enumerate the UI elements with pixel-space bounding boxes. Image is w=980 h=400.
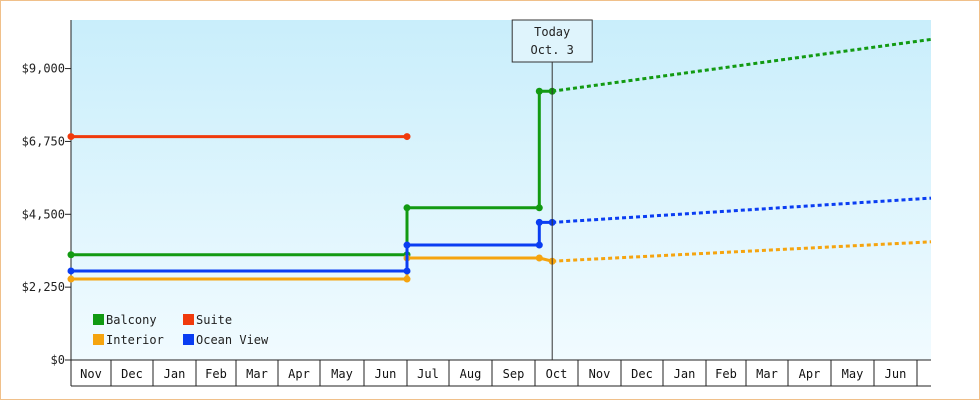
legend-swatch-suite xyxy=(183,314,194,325)
interior-forecast-line xyxy=(552,240,932,263)
balcony-point xyxy=(67,251,75,259)
balcony-point xyxy=(403,204,411,212)
ocean-view-point xyxy=(403,267,411,275)
today-date: Oct. 3 xyxy=(531,43,574,57)
month-label: Jun xyxy=(375,367,397,381)
month-label: Apr xyxy=(799,367,821,381)
month-label: Apr xyxy=(288,367,310,381)
y-tick-label: $9,000 xyxy=(22,62,65,76)
y-tick-label: $0 xyxy=(51,353,65,367)
month-label: Jun xyxy=(885,367,907,381)
interior-point xyxy=(535,254,543,262)
month-label: Feb xyxy=(205,367,227,381)
legend-swatch-interior xyxy=(93,334,104,345)
ocean-view-point xyxy=(67,267,75,275)
month-label: Aug xyxy=(460,367,482,381)
month-label: May xyxy=(842,367,864,381)
month-label: Jul xyxy=(417,367,439,381)
month-label: Jan xyxy=(164,367,186,381)
month-label: Oct xyxy=(546,367,568,381)
month-label: Dec xyxy=(631,367,653,381)
month-label: Nov xyxy=(80,367,102,381)
month-label: Dec xyxy=(121,367,143,381)
month-label: May xyxy=(331,367,353,381)
month-label: Nov xyxy=(589,367,611,381)
legend-swatch-balcony xyxy=(93,314,104,325)
interior-point xyxy=(403,275,411,283)
suite-point xyxy=(403,133,411,141)
legend-label-suite: Suite xyxy=(196,313,232,327)
legend-label-balcony: Balcony xyxy=(106,313,157,327)
today-label: Today xyxy=(534,25,570,39)
ocean-view-point xyxy=(535,241,543,249)
balcony-point xyxy=(535,204,543,212)
y-tick-label: $4,500 xyxy=(22,207,65,221)
month-label: Mar xyxy=(756,367,778,381)
balcony-point xyxy=(535,87,543,95)
suite-point xyxy=(67,133,75,141)
legend-swatch-ocean-view xyxy=(183,334,194,345)
ocean-view-point xyxy=(535,218,543,226)
interior-point xyxy=(67,275,75,283)
legend-label-ocean-view: Ocean View xyxy=(196,333,269,347)
ocean-view-forecast-line xyxy=(552,196,932,224)
month-label: Mar xyxy=(246,367,268,381)
month-label: Sep xyxy=(503,367,525,381)
today-callout xyxy=(511,19,593,63)
plot-area xyxy=(71,20,931,360)
y-tick-label: $2,250 xyxy=(22,280,65,294)
balcony-forecast-line xyxy=(551,37,932,93)
month-label: Feb xyxy=(715,367,737,381)
ocean-view-point xyxy=(403,241,411,249)
legend-label-interior: Interior xyxy=(106,333,164,347)
month-label: Jan xyxy=(674,367,696,381)
y-tick-label: $6,750 xyxy=(22,134,65,148)
